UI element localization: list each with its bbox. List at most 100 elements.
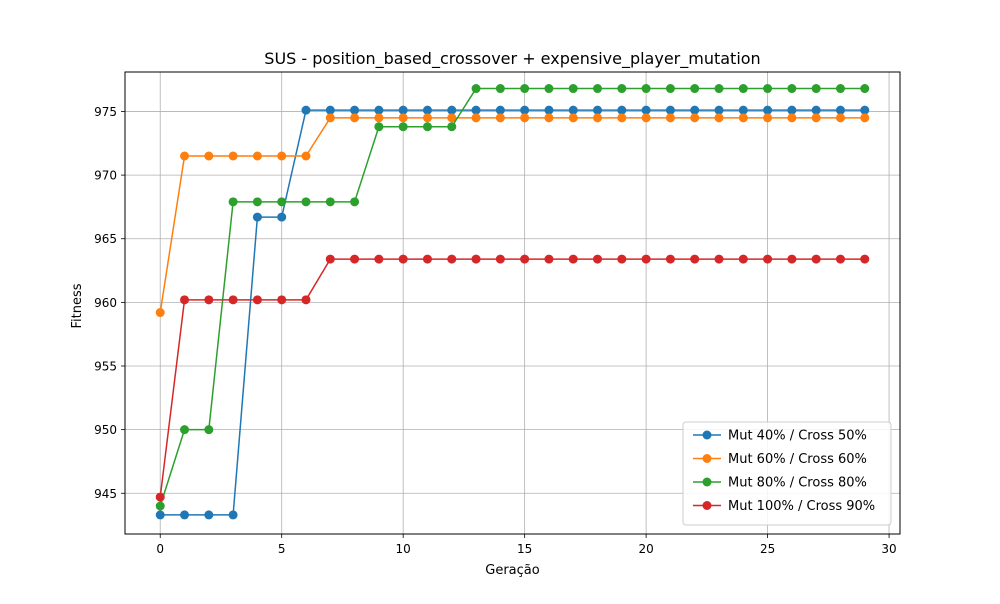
data-point [471,254,481,264]
data-point [422,105,432,115]
data-point [447,254,457,264]
y-tick-label: 965 [94,232,117,246]
x-tick-label: 30 [881,542,896,556]
legend-label: Mut 60% / Cross 60% [728,452,867,467]
data-point [738,113,748,123]
data-point [520,113,530,123]
legend: Mut 40% / Cross 50% Mut 60% / Cross 60% Mu… [682,421,892,526]
data-point [665,254,675,264]
data-point [860,105,870,115]
data-point [593,105,603,115]
x-tick-label: 10 [396,542,411,556]
data-point [738,105,748,115]
data-point [665,105,675,115]
data-point [350,254,360,264]
data-point [350,105,360,115]
data-point [787,84,797,94]
data-point [835,254,845,264]
data-point [860,113,870,123]
data-point [763,254,773,264]
legend-swatch-marker [702,477,712,487]
series-4 [155,254,870,502]
data-point [520,254,530,264]
data-point [277,197,287,207]
data-point [155,510,165,520]
data-point [422,122,432,132]
data-point [374,113,384,123]
data-point [568,84,578,94]
data-point [398,254,408,264]
series-3 [155,84,870,511]
data-point [325,105,335,115]
data-point [617,84,627,94]
data-point [180,510,190,520]
y-axis-label: Fitness [70,283,85,328]
data-point [568,105,578,115]
legend-item: Mut 80% / Cross 80% [693,476,867,491]
y-tick-label: 960 [94,296,117,310]
data-point [252,151,262,161]
legend-swatch-marker [702,454,712,463]
y-tick-label: 970 [94,169,117,183]
data-point [422,113,432,123]
data-point [520,84,530,94]
data-point [617,113,627,123]
data-point [835,84,845,94]
data-point [422,254,432,264]
legend-item: Mut 100% / Cross 90% [693,499,875,514]
data-point [155,501,165,511]
data-point [204,510,214,520]
data-point [374,122,384,132]
data-point [714,254,724,264]
data-point [787,105,797,115]
data-point [811,84,821,94]
data-point [447,113,457,123]
data-point [155,308,165,318]
data-point [350,113,360,123]
x-tick-label: 25 [760,542,775,556]
data-point [228,295,238,305]
data-point [228,151,238,161]
data-point [860,84,870,94]
legend-label: Mut 100% / Cross 90% [728,499,875,514]
data-point [277,151,287,161]
data-point [714,84,724,94]
data-point [204,295,214,305]
data-point [860,254,870,264]
data-point [301,295,311,305]
data-point [398,105,408,115]
x-tick-label: 5 [278,542,286,556]
data-point [763,113,773,123]
y-axis-ticks: 945 950 955 960 965 970 975 [94,105,125,501]
data-point [665,113,675,123]
legend-label: Mut 80% / Cross 80% [728,476,867,491]
y-tick-label: 955 [94,360,117,374]
data-point [811,254,821,264]
data-point [787,254,797,264]
data-point [471,113,481,123]
data-point [252,212,262,222]
data-point [593,113,603,123]
data-point [544,254,554,264]
data-point [738,254,748,264]
data-point [690,113,700,123]
data-point [325,254,335,264]
legend-box [682,421,892,526]
data-point [398,113,408,123]
data-point [495,84,505,94]
data-point [714,105,724,115]
data-point [252,197,262,207]
y-tick-label: 945 [94,487,117,501]
legend-swatch-marker [702,501,712,510]
data-point [568,113,578,123]
data-point [593,84,603,94]
data-point [325,113,335,123]
data-point [301,197,311,207]
data-point [690,105,700,115]
series-1 [155,105,870,520]
data-point [495,113,505,123]
data-point [835,113,845,123]
data-point [593,254,603,264]
data-point [228,510,238,520]
chart-title: SUS - position_based_crossover + expensi… [264,49,760,69]
